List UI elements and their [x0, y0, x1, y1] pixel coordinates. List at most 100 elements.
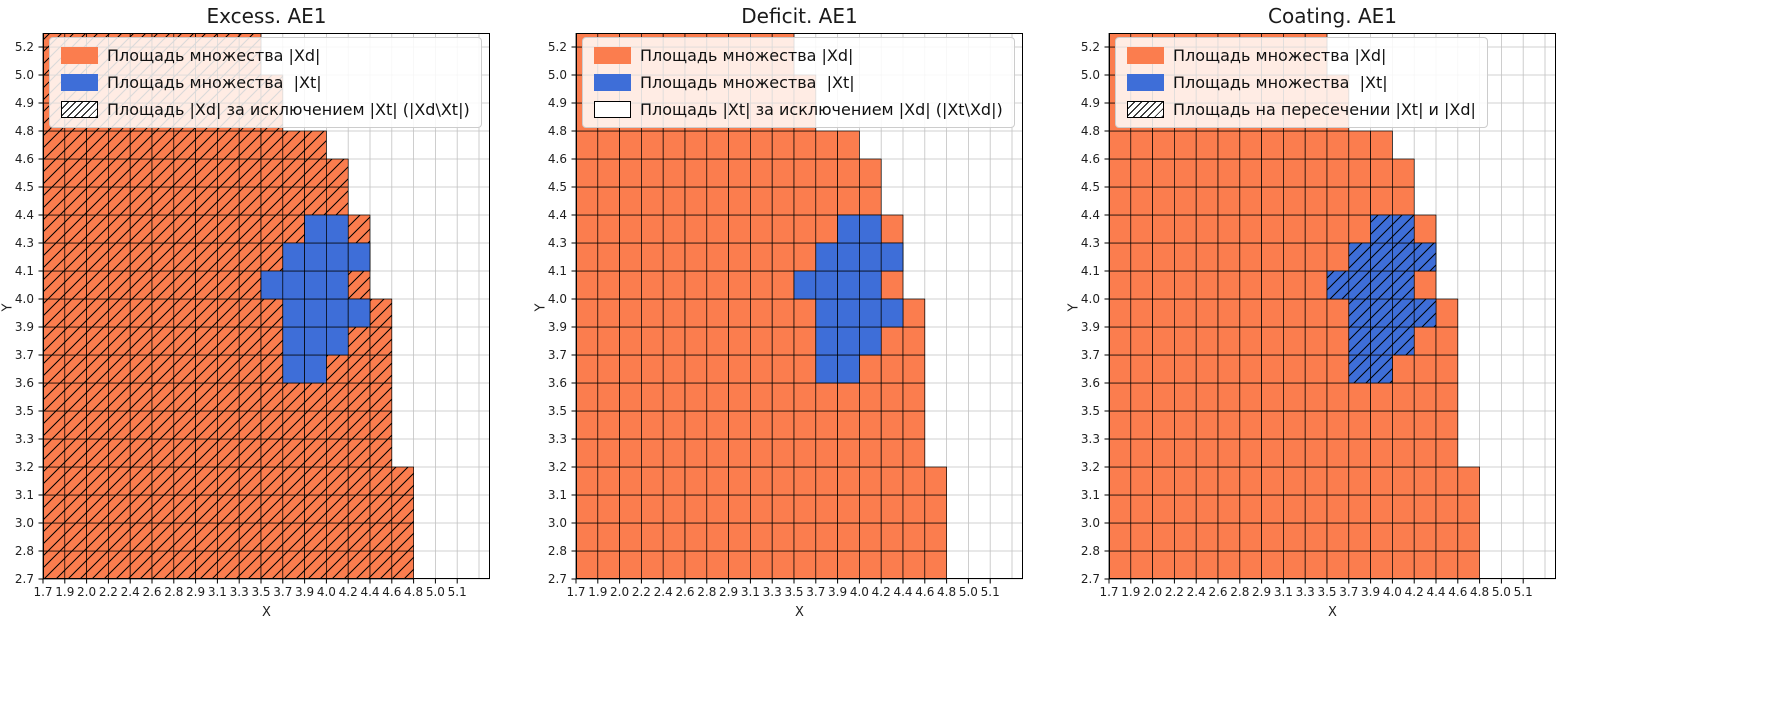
y-tick-label: 4.6	[547, 152, 567, 166]
y-tick-label: 4.9	[14, 96, 34, 110]
x-tick-label: 4.6	[1448, 585, 1468, 599]
legend-swatch-xt	[1127, 74, 1164, 91]
x-tick-label: 3.1	[740, 585, 760, 599]
y-tick-label: 3.3	[14, 432, 34, 446]
x-tick-label: 5.1	[447, 585, 467, 599]
x-tick-label: 2.6	[1208, 585, 1228, 599]
x-tick-label: 2.0	[77, 585, 97, 599]
y-tick-label: 5.0	[14, 68, 34, 82]
x-tick-label: 3.1	[207, 585, 227, 599]
y-tick-label: 5.0	[547, 68, 567, 82]
x-tick-label: 4.2	[338, 585, 358, 599]
x-tick-label: 2.2	[1164, 585, 1184, 599]
x-tick-label: 1.7	[1099, 585, 1119, 599]
subplot-excess: Excess. AE1 2.7 2.8 3.0 3.1 3.2 3.3 3.5 3.6 3.7 3…	[0, 0, 533, 709]
y-tick-label: 3.6	[14, 376, 34, 390]
legend-label: Площадь множества |Xd|	[640, 46, 854, 65]
y-tick-label: 2.7	[14, 572, 34, 586]
x-tick-label: 3.7	[806, 585, 826, 599]
x-axis-tick-labels: 1.7 1.9 2.0 2.2 2.4 2.6 2.8 2.9 3.1 3.3 3.5 3.7 3.9 4…	[0, 584, 533, 600]
x-tick-label: 4.8	[404, 585, 424, 599]
x-tick-label: 4.2	[1404, 585, 1424, 599]
x-tick-label: 2.2	[98, 585, 118, 599]
y-tick-label: 4.8	[1080, 124, 1100, 138]
y-axis-tick-labels: 2.7 2.8 3.0 3.1 3.2 3.3 3.5 3.6 3.7 3.9 4.0 4.1 4.3 4…	[1066, 33, 1102, 593]
y-tick-label: 3.2	[547, 460, 567, 474]
y-tick-label: 4.1	[14, 264, 34, 278]
y-tick-label: 3.1	[1080, 488, 1100, 502]
y-tick-label: 3.6	[547, 376, 567, 390]
plot-canvas	[1104, 33, 1556, 584]
x-tick-label: 2.4	[120, 585, 140, 599]
x-tick-label: 2.9	[1252, 585, 1272, 599]
x-tick-label: 1.9	[588, 585, 608, 599]
x-tick-label: 5.0	[1491, 585, 1511, 599]
x-tick-label: 3.5	[251, 585, 271, 599]
legend-swatch-xt	[61, 74, 98, 91]
plot-title: Excess. AE1	[206, 4, 327, 28]
x-tick-label: 3.9	[295, 585, 315, 599]
legend-item: Площадь |Xd| за исключением |Xt| (|Xd\Xt…	[61, 100, 470, 119]
legend-item: Площадь |Xt| за исключением |Xd| (|Xt\Xd…	[594, 100, 1003, 119]
y-tick-label: 3.9	[1080, 320, 1100, 334]
legend-item: Площадь множества |Xt|	[594, 73, 1003, 92]
y-tick-label: 3.1	[547, 488, 567, 502]
y-tick-label: 3.1	[14, 488, 34, 502]
legend-label: Площадь множества |Xt|	[640, 73, 855, 92]
y-tick-label: 2.8	[14, 544, 34, 558]
plot-title: Coating. AE1	[1268, 4, 1397, 28]
y-tick-label: 4.8	[547, 124, 567, 138]
legend-item: Площадь множества |Xd|	[594, 46, 1003, 65]
x-tick-label: 2.4	[653, 585, 673, 599]
y-tick-label: 3.2	[1080, 460, 1100, 474]
y-tick-label: 3.9	[14, 320, 34, 334]
legend-label: Площадь множества |Xt|	[1173, 73, 1388, 92]
x-tick-label: 1.9	[1121, 585, 1141, 599]
legend-swatch-plain	[594, 101, 631, 118]
x-tick-label: 4.0	[849, 585, 869, 599]
y-tick-label: 4.6	[1080, 152, 1100, 166]
y-tick-label: 4.8	[14, 124, 34, 138]
x-tick-label: 5.1	[980, 585, 1000, 599]
x-tick-label: 3.5	[1317, 585, 1337, 599]
legend-swatch-xd	[61, 47, 98, 64]
x-tick-label: 3.9	[1361, 585, 1381, 599]
x-tick-label: 2.9	[719, 585, 739, 599]
legend-swatch-hatch	[61, 101, 98, 118]
legend-swatch-xd	[1127, 47, 1164, 64]
y-tick-label: 4.0	[14, 292, 34, 306]
y-tick-label: 5.2	[1080, 40, 1100, 54]
legend-item: Площадь на пересечении |Xt| и |Xd|	[1127, 100, 1476, 119]
y-tick-label: 5.2	[547, 40, 567, 54]
y-tick-label: 4.4	[14, 208, 34, 222]
x-tick-label: 3.7	[1339, 585, 1359, 599]
legend: Площадь множества |Xd| Площадь множества …	[49, 37, 482, 128]
legend-label: Площадь на пересечении |Xt| и |Xd|	[1173, 100, 1476, 119]
legend-label: Площадь множества |Xd|	[1173, 46, 1387, 65]
x-tick-label: 5.0	[425, 585, 445, 599]
y-tick-label: 2.7	[547, 572, 567, 586]
x-tick-label: 3.7	[273, 585, 293, 599]
x-axis-label: X	[262, 605, 271, 620]
legend-swatch-xd	[594, 47, 631, 64]
y-axis-label: Y	[533, 303, 549, 312]
x-tick-label: 2.8	[164, 585, 184, 599]
x-tick-label: 5.1	[1513, 585, 1533, 599]
y-axis-tick-labels: 2.7 2.8 3.0 3.1 3.2 3.3 3.5 3.6 3.7 3.9 4.0 4.1 4.3 4…	[533, 33, 569, 593]
y-tick-label: 2.7	[1080, 572, 1100, 586]
x-tick-label: 5.0	[958, 585, 978, 599]
x-tick-label: 4.0	[1382, 585, 1402, 599]
y-tick-label: 3.7	[1080, 348, 1100, 362]
x-tick-label: 4.8	[1470, 585, 1490, 599]
x-tick-label: 1.9	[55, 585, 75, 599]
x-tick-label: 4.4	[893, 585, 913, 599]
legend-item: Площадь множества |Xt|	[61, 73, 470, 92]
y-tick-label: 3.5	[14, 404, 34, 418]
x-tick-label: 3.3	[1295, 585, 1315, 599]
y-axis-label: Y	[0, 303, 16, 312]
x-axis-tick-labels: 1.7 1.9 2.0 2.2 2.4 2.6 2.8 2.9 3.1 3.3 3.5 3.7 3.9 4…	[1066, 584, 1599, 600]
x-tick-label: 3.3	[762, 585, 782, 599]
x-tick-label: 2.0	[1143, 585, 1163, 599]
y-tick-label: 3.0	[547, 516, 567, 530]
y-tick-label: 4.4	[547, 208, 567, 222]
